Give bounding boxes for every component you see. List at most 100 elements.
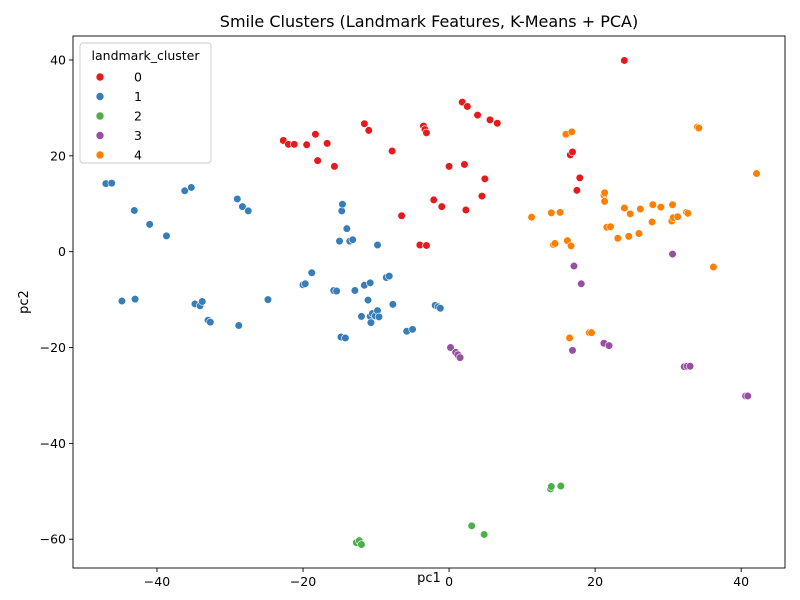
legend-marker-1 — [95, 92, 105, 101]
point-cluster-0 — [388, 146, 397, 156]
legend: landmark_cluster 0 1 2 3 4 — [79, 42, 212, 164]
point-cluster-1 — [187, 183, 196, 192]
legend-label-3: 3 — [134, 128, 142, 143]
y-tick-label: −40 — [40, 436, 66, 451]
point-cluster-1 — [162, 231, 171, 240]
point-cluster-0 — [485, 115, 495, 124]
y-axis-label: pc2 — [17, 290, 32, 314]
point-cluster-1 — [145, 220, 154, 229]
point-cluster-4 — [587, 328, 596, 337]
point-cluster-0 — [620, 56, 629, 65]
y-tick-label: 20 — [50, 148, 66, 163]
point-cluster-4 — [624, 232, 633, 241]
point-cluster-2 — [480, 530, 489, 539]
point-cluster-0 — [493, 119, 502, 128]
y-tick-label: −60 — [40, 532, 66, 547]
point-cluster-3 — [568, 346, 577, 355]
point-cluster-4 — [634, 229, 644, 238]
legend-marker-2 — [95, 111, 105, 121]
y-tick-label: 0 — [58, 244, 66, 259]
point-cluster-1 — [244, 206, 253, 216]
x-tick-label: 0 — [445, 574, 453, 589]
point-cluster-1 — [332, 286, 341, 296]
legend-label-2: 2 — [134, 109, 142, 124]
point-cluster-4 — [752, 169, 761, 178]
point-cluster-4 — [683, 209, 692, 218]
point-cluster-3 — [455, 353, 465, 362]
legend-label-1: 1 — [134, 89, 142, 104]
point-cluster-0 — [323, 139, 332, 148]
legend-label-0: 0 — [134, 70, 142, 85]
point-cluster-1 — [408, 325, 417, 334]
point-cluster-1 — [117, 296, 127, 306]
point-cluster-0 — [480, 174, 489, 183]
point-cluster-3 — [569, 261, 579, 271]
point-cluster-1 — [301, 279, 310, 288]
point-cluster-4 — [647, 217, 657, 227]
point-cluster-1 — [342, 224, 351, 233]
point-cluster-0 — [311, 130, 320, 139]
point-cluster-3 — [685, 362, 695, 371]
point-cluster-3 — [743, 391, 752, 401]
y-tick-label: 40 — [50, 52, 66, 67]
point-cluster-0 — [477, 191, 487, 201]
point-cluster-1 — [130, 295, 140, 304]
point-cluster-0 — [568, 147, 577, 157]
point-cluster-3 — [446, 343, 455, 352]
point-cluster-1 — [238, 202, 247, 211]
point-cluster-4 — [636, 204, 645, 214]
legend-label-4: 4 — [134, 148, 142, 163]
point-cluster-2 — [547, 482, 556, 491]
point-cluster-0 — [460, 160, 469, 169]
point-cluster-0 — [461, 205, 470, 215]
point-cluster-4 — [673, 212, 682, 221]
point-cluster-1 — [388, 300, 397, 309]
point-cluster-4 — [566, 241, 576, 251]
point-cluster-0 — [290, 140, 299, 149]
point-cluster-0 — [397, 211, 406, 220]
point-cluster-4 — [613, 234, 622, 243]
point-cluster-1 — [374, 312, 384, 321]
x-tick-label: −40 — [144, 574, 170, 589]
point-cluster-3 — [604, 341, 614, 350]
point-cluster-4 — [620, 203, 629, 213]
point-cluster-0 — [364, 126, 373, 135]
point-cluster-3 — [668, 249, 677, 259]
point-cluster-1 — [107, 179, 116, 188]
point-cluster-0 — [572, 186, 581, 195]
x-axis-label: pc1 — [417, 571, 441, 586]
point-cluster-4 — [555, 208, 565, 217]
point-cluster-1 — [180, 186, 189, 195]
point-cluster-0 — [575, 173, 584, 182]
point-cluster-1 — [307, 268, 316, 277]
point-cluster-1 — [366, 318, 376, 327]
point-cluster-1 — [338, 200, 347, 209]
point-cluster-0 — [422, 128, 431, 137]
point-cluster-1 — [385, 272, 394, 281]
legend-marker-0 — [95, 72, 105, 82]
point-cluster-4 — [709, 262, 718, 272]
point-cluster-1 — [198, 297, 207, 306]
point-cluster-4 — [668, 200, 677, 209]
point-cluster-1 — [341, 333, 350, 343]
point-cluster-1 — [206, 318, 215, 327]
point-cluster-4 — [694, 123, 703, 133]
data-points — [101, 56, 761, 549]
point-cluster-0 — [429, 195, 438, 205]
x-tick-label: 40 — [733, 574, 749, 589]
point-cluster-4 — [567, 127, 576, 136]
point-cluster-4 — [626, 209, 635, 218]
point-cluster-1 — [335, 237, 344, 246]
point-cluster-2 — [556, 481, 565, 491]
point-cluster-4 — [656, 203, 665, 212]
point-cluster-1 — [337, 206, 346, 216]
x-tick-label: −20 — [290, 574, 316, 589]
point-cluster-2 — [357, 540, 366, 549]
point-cluster-4 — [527, 213, 536, 222]
point-cluster-1 — [350, 286, 359, 295]
point-cluster-4 — [547, 208, 556, 217]
point-cluster-1 — [130, 206, 139, 215]
point-cluster-4 — [550, 239, 560, 248]
